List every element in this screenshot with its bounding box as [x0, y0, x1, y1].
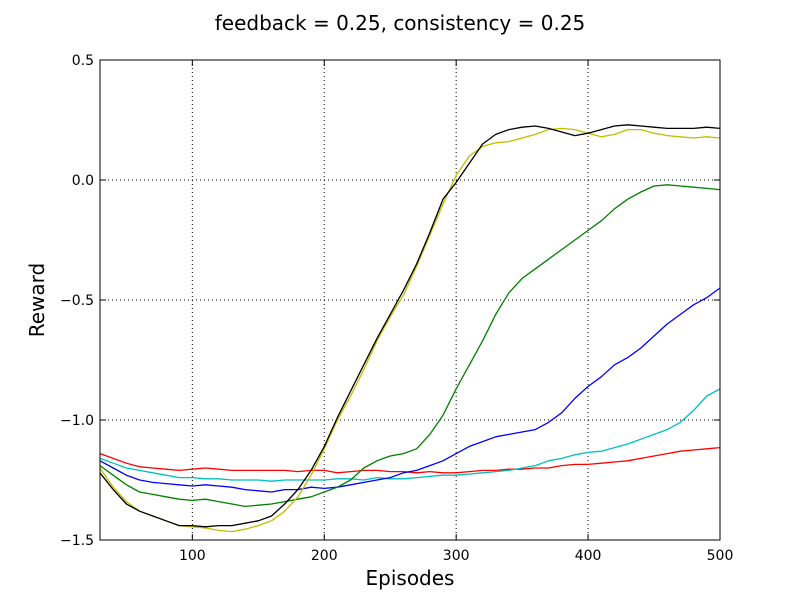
x-tick-label: 200 — [311, 548, 338, 564]
y-tick-label: 0.5 — [72, 53, 94, 69]
x-tick-label: 100 — [179, 548, 206, 564]
y-tick-label: 0.0 — [72, 173, 94, 189]
series-line — [99, 127, 721, 533]
y-tick-label: −1.0 — [60, 413, 94, 429]
x-tick-label: 300 — [443, 548, 470, 564]
series-line — [99, 124, 721, 528]
grid-lines — [100, 60, 720, 540]
x-axis-label: Episodes — [366, 566, 455, 590]
chart-title: feedback = 0.25, consistency = 0.25 — [215, 11, 586, 35]
x-tick-label: 400 — [575, 548, 602, 564]
series-line — [99, 184, 721, 508]
x-tick-label: 500 — [707, 548, 734, 564]
axis-ticks: 100 200 300 400 500 −1.5 −1.0 −0.5 0.0 0.5 — [60, 53, 733, 564]
series-line — [99, 287, 721, 493]
series-lines — [99, 124, 721, 533]
y-axis-label: Reward — [25, 263, 49, 337]
series-line — [99, 388, 721, 482]
y-tick-label: −1.5 — [60, 533, 94, 549]
y-tick-label: −0.5 — [60, 293, 94, 309]
